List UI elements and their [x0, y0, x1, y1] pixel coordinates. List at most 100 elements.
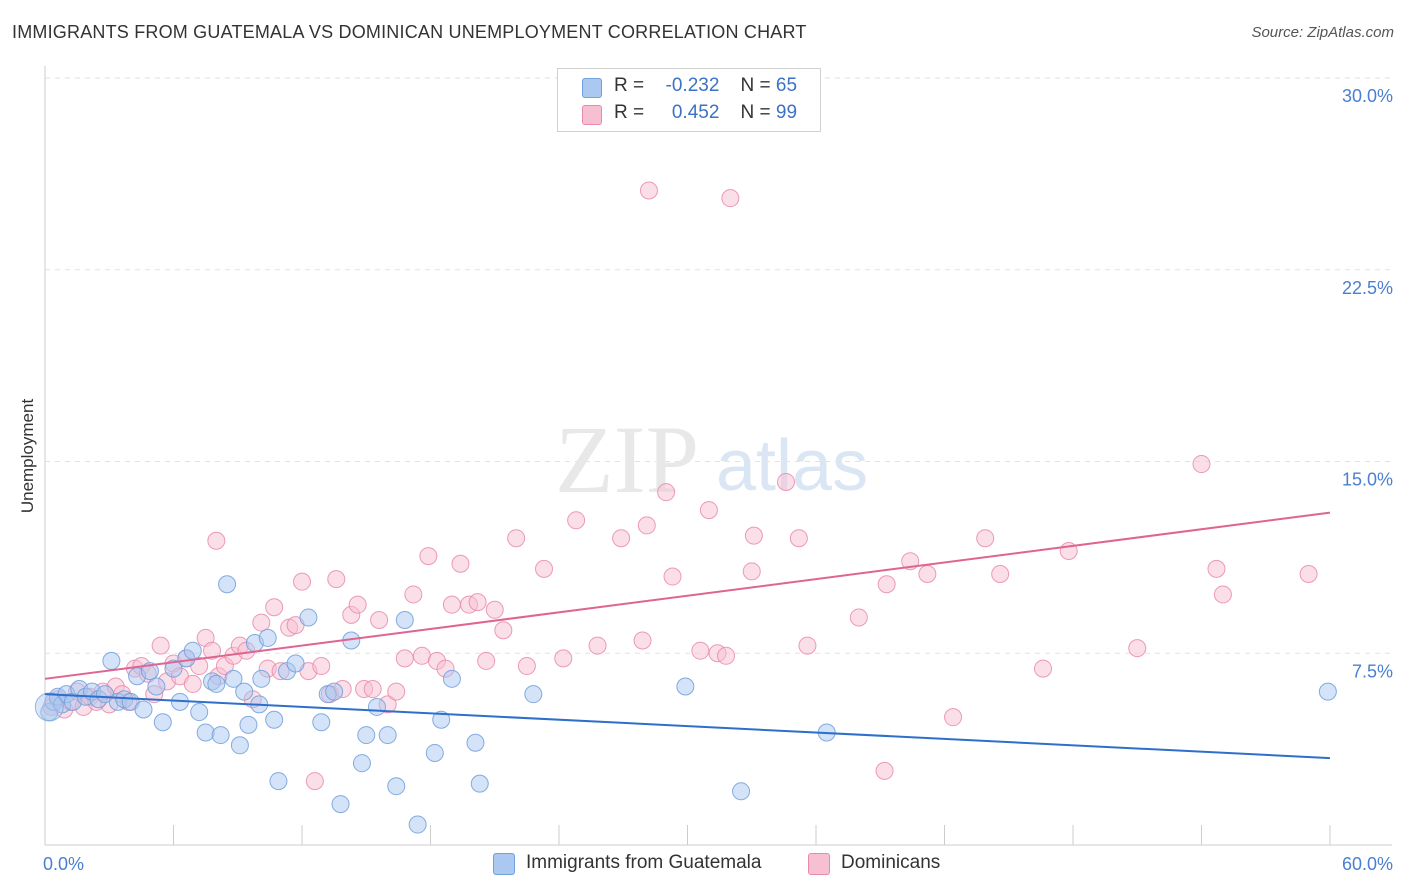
y-tick-label: 30.0%	[1342, 86, 1393, 106]
legend-swatch-pink	[582, 105, 602, 125]
guatemala-point	[153, 713, 172, 732]
guatemala-point	[230, 736, 249, 755]
guatemala-point	[286, 654, 305, 673]
dominicans-point	[875, 761, 894, 780]
guatemala-point	[235, 682, 254, 701]
bottom-legend-swatch-blue	[493, 853, 515, 875]
guatemala-point	[676, 677, 695, 696]
guatemala-point	[265, 710, 284, 729]
dominicans-point	[419, 547, 438, 566]
guatemala-point	[164, 659, 183, 678]
bottom-legend-label: Immigrants from Guatemala	[526, 852, 762, 873]
dominicans-point	[742, 562, 761, 581]
legend-n-label: N =	[740, 75, 771, 96]
dominicans-point	[517, 657, 536, 676]
bottom-legend-label: Dominicans	[841, 852, 941, 873]
chart-title: IMMIGRANTS FROM GUATEMALA VS DOMINICAN U…	[12, 22, 807, 42]
legend-swatch-blue	[582, 78, 602, 98]
legend-n-value: 99	[775, 102, 798, 123]
guatemala-point	[312, 713, 331, 732]
legend-r-label: R =	[614, 102, 645, 123]
dominicans-point	[991, 564, 1010, 583]
guatemala-point	[134, 700, 153, 719]
dominicans-point	[387, 682, 406, 701]
guatemala-point	[211, 726, 230, 745]
y-tick-label: 7.5%	[1352, 661, 1393, 681]
dominicans-point	[777, 472, 796, 491]
dominicans-point	[944, 708, 963, 727]
dominicans-point	[789, 529, 808, 548]
guatemala-point	[147, 677, 166, 696]
guatemala-point	[408, 815, 427, 834]
y-axis-label: Unemployment	[18, 398, 37, 514]
y-tick-label: 22.5%	[1342, 278, 1393, 298]
dominicans-point	[468, 593, 487, 612]
dominicans-point	[637, 516, 656, 535]
dominicans-point	[633, 631, 652, 650]
dominicans-point	[1299, 564, 1318, 583]
dominicans-point	[485, 600, 504, 619]
dominicans-point	[744, 526, 763, 545]
dominicans-point	[1128, 639, 1147, 658]
guatemala-point	[395, 611, 414, 630]
dominicans-point	[265, 598, 284, 617]
dominicans-point	[567, 511, 586, 530]
dominicans-point	[612, 529, 631, 548]
dominicans-point	[207, 531, 226, 550]
dominicans-point	[252, 613, 271, 632]
dominicans-point	[699, 501, 718, 520]
dominicans-point	[404, 585, 423, 604]
guatemala-point	[269, 772, 288, 791]
guatemala-point	[252, 669, 271, 688]
dominicans-point	[395, 649, 414, 668]
dominicans-trendline	[44, 511, 1331, 680]
guatemala-point	[367, 697, 386, 716]
dominicans-point	[535, 559, 554, 578]
guatemala-point	[470, 774, 489, 793]
legend-n-label: N =	[740, 102, 771, 123]
dominicans-point	[721, 189, 740, 208]
guatemala-trendline	[44, 693, 1331, 760]
dominicans-point	[412, 646, 431, 665]
guatemala-point	[196, 723, 215, 742]
guatemala-point	[140, 662, 159, 681]
guatemala-point	[352, 754, 371, 773]
watermark-atlas: atlas	[716, 426, 868, 506]
guatemala-point	[1318, 682, 1337, 701]
dominicans-point	[849, 608, 868, 627]
dominicans-point	[1207, 559, 1226, 578]
dominicans-point	[1192, 455, 1211, 474]
y-tick-label: 15.0%	[1342, 470, 1393, 490]
guatemala-point	[466, 733, 485, 752]
dominicans-point	[363, 680, 382, 699]
guatemala-point	[102, 651, 121, 670]
dominicans-point	[691, 641, 710, 660]
source-label: Source: ZipAtlas.com	[1251, 24, 1394, 41]
guatemala-point	[218, 575, 237, 594]
dominicans-point	[312, 657, 331, 676]
guatemala-point	[325, 682, 344, 701]
dominicans-point	[451, 554, 470, 573]
legend-r-value: 0.452	[671, 102, 720, 123]
dominicans-point	[183, 674, 202, 693]
dominicans-point	[663, 567, 682, 586]
legend-r-label: R =	[614, 75, 645, 96]
dominicans-point	[348, 595, 367, 614]
dominicans-point	[293, 572, 311, 591]
correlation-legend: R = -0.232 N = 65 R = 0.452 N = 99	[557, 68, 821, 132]
dominicans-point	[494, 621, 513, 640]
dominicans-point	[639, 181, 658, 200]
dominicans-point	[305, 772, 324, 791]
guatemala-point	[387, 777, 406, 796]
guatemala-point	[442, 669, 461, 688]
guatemala-point	[732, 782, 751, 801]
watermark-zip: ZIP	[555, 406, 699, 513]
dominicans-point	[370, 611, 389, 630]
guatemala-point	[190, 703, 209, 722]
guatemala-point	[224, 669, 243, 688]
guatemala-point	[331, 795, 350, 814]
x-tick-label: 60.0%	[1342, 854, 1393, 874]
x-tick-label: 0.0%	[43, 854, 84, 874]
guatemala-point	[183, 641, 202, 660]
